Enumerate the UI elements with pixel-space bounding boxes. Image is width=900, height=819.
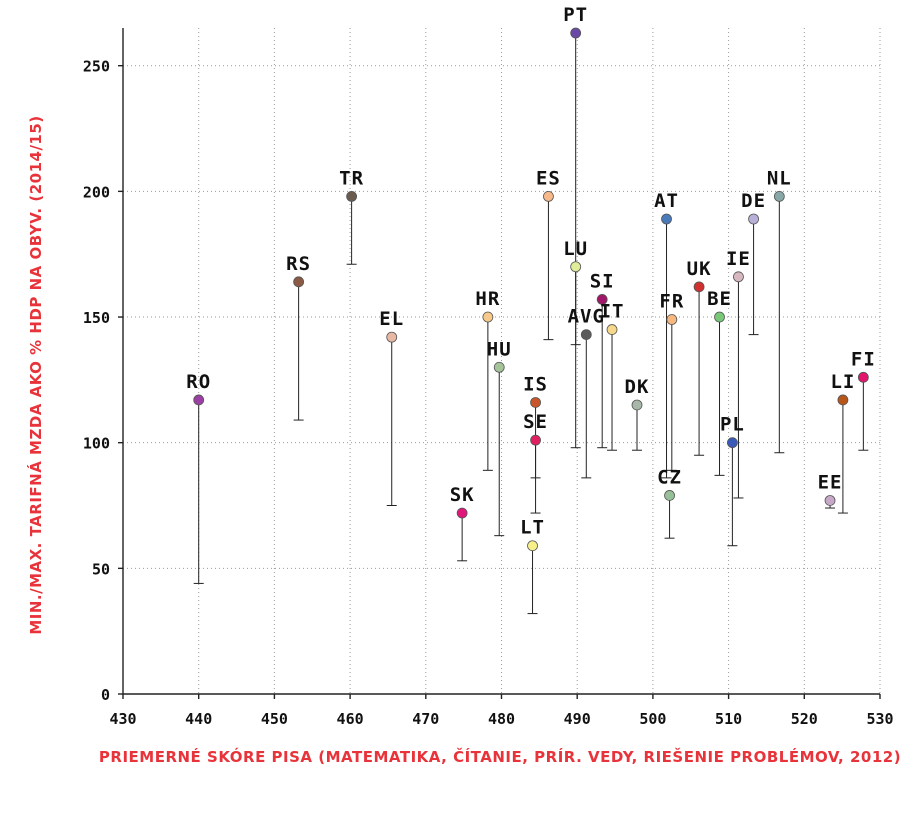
point-labels: RO RS TR EL SK HR HU IS SE LT ES PT LU AVG SI IT DK AT CZ F… [186, 4, 876, 539]
y-tick-label: 0 [101, 686, 110, 704]
x-tick-label: 460 [337, 710, 364, 728]
point-label-cz: CZ [657, 466, 682, 488]
data-points [193, 27, 869, 552]
point-pl [726, 437, 738, 449]
point-label-pl: PL [720, 414, 745, 436]
point-rs [293, 276, 305, 288]
point-label-si: SI [590, 270, 615, 292]
x-tick-label: 510 [715, 710, 742, 728]
y-tick-label: 100 [83, 435, 110, 453]
y-axis-title: MIN./MAX. TARIFNÁ MZDA AKO % HDP NA OBYV… [26, 115, 45, 634]
x-tick-label: 520 [791, 710, 818, 728]
x-tick-label: 450 [261, 710, 288, 728]
point-ro [193, 394, 205, 406]
x-tick-label: 500 [639, 710, 666, 728]
point-label-li: LI [830, 371, 855, 393]
point-label-se: SE [523, 411, 548, 433]
point-sk [456, 507, 468, 519]
point-label-at: AT [654, 190, 679, 212]
point-label-sk: SK [450, 484, 475, 506]
point-label-fr: FR [659, 291, 684, 313]
y-tick-label: 200 [83, 183, 110, 201]
point-label-is: IS [523, 373, 548, 395]
grid-lines [123, 28, 881, 694]
y-tick-label: 50 [92, 560, 110, 578]
point-lu [570, 261, 582, 273]
point-hu [493, 361, 505, 373]
point-be [714, 311, 725, 323]
point-label-uk: UK [687, 258, 712, 280]
point-label-it: IT [600, 301, 625, 323]
point-label-ro: RO [186, 371, 211, 393]
point-tr [346, 190, 358, 202]
point-fi [857, 371, 869, 383]
point-de [748, 213, 759, 225]
point-ee [824, 495, 836, 506]
point-lt [527, 540, 538, 552]
x-tick-label: 490 [564, 710, 591, 728]
x-tick-label: 530 [866, 710, 893, 728]
point-avg [580, 329, 592, 341]
point-label-rs: RS [286, 253, 311, 275]
point-si [596, 294, 608, 305]
axes: 430 440 450 460 470 480 490 500 510 520 530 0 50 100 1… [83, 28, 894, 728]
x-tick-label: 470 [412, 710, 439, 728]
point-label-lu: LU [563, 238, 588, 260]
x-tick-label: 440 [185, 710, 212, 728]
point-se [530, 434, 541, 446]
y-tick-label: 150 [83, 309, 110, 327]
point-label-de: DE [741, 190, 766, 212]
point-nl [773, 190, 785, 202]
point-label-dk: DK [625, 376, 650, 398]
point-label-nl: NL [767, 167, 792, 189]
point-label-avg: AVG [568, 306, 605, 328]
point-label-be: BE [707, 288, 732, 310]
point-label-tr: TR [339, 167, 364, 189]
point-label-pt: PT [563, 4, 588, 26]
point-is [530, 397, 541, 408]
point-fr [666, 314, 678, 325]
point-label-hu: HU [487, 338, 512, 360]
point-es [543, 190, 554, 202]
point-ie [733, 271, 744, 283]
point-cz [664, 490, 675, 501]
y-tick-label: 250 [83, 58, 110, 76]
range-bars [193, 33, 869, 615]
point-label-ee: EE [818, 471, 843, 493]
point-label-el: EL [379, 308, 404, 330]
x-tick-label: 430 [109, 710, 136, 728]
point-label-fi: FI [851, 348, 876, 370]
x-tick-label: 480 [488, 710, 515, 728]
point-label-es: ES [536, 167, 561, 189]
point-uk [693, 281, 705, 293]
point-it [606, 324, 618, 335]
x-axis-title: PRIEMERNÉ SKÓRE PISA (MATEMATIKA, ČÍTANI… [99, 747, 900, 766]
point-label-hr: HR [475, 288, 500, 310]
point-dk [631, 399, 643, 411]
point-label-ie: IE [726, 248, 751, 270]
point-at [661, 213, 672, 225]
point-li [837, 394, 849, 406]
point-hr [482, 311, 494, 323]
point-pt [570, 27, 582, 39]
point-label-lt: LT [520, 517, 545, 539]
point-el [386, 331, 398, 343]
